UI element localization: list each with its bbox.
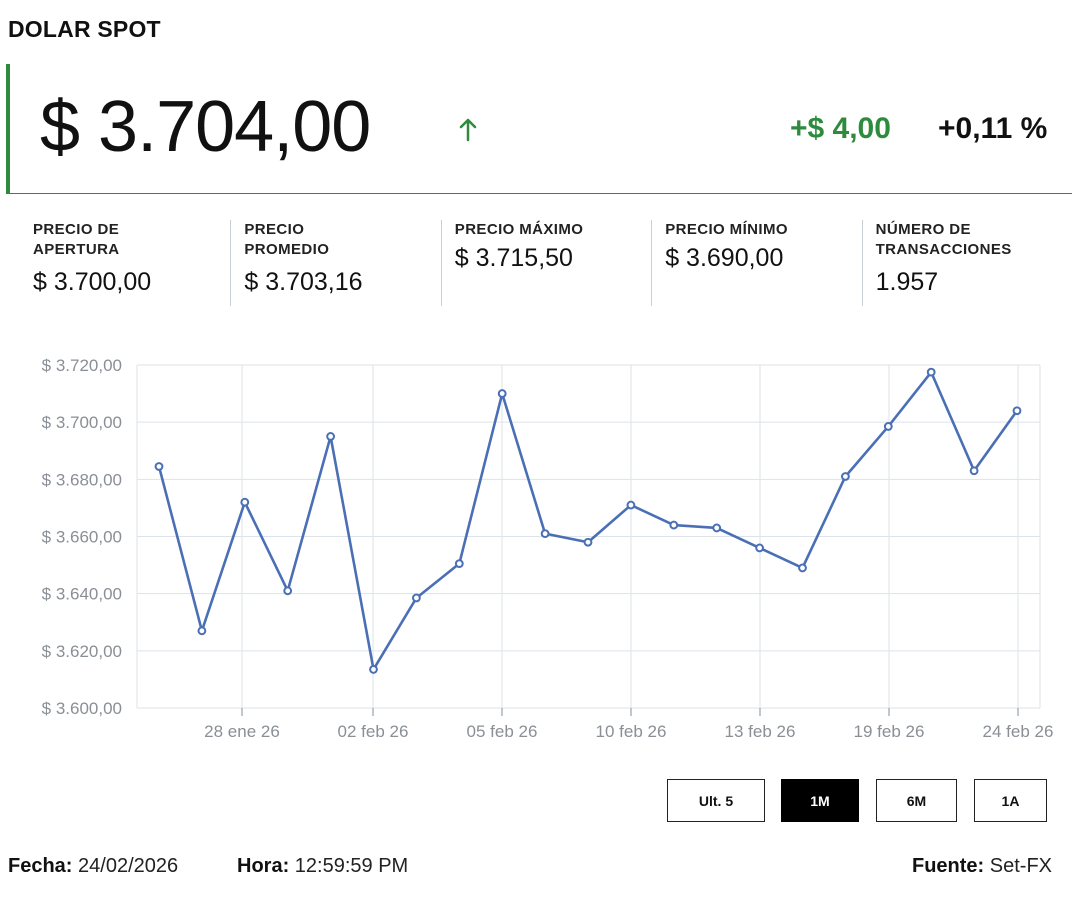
stat-label: PRECIO DE APERTURA	[33, 220, 230, 260]
y-tick-label: $ 3.700,00	[42, 413, 122, 432]
stat-label-line: PRECIO MÁXIMO	[454, 221, 584, 238]
stat-value: $ 3.703,16	[244, 268, 363, 296]
data-point	[841, 472, 850, 481]
data-point	[969, 466, 979, 476]
data-point	[540, 529, 550, 539]
data-point	[669, 520, 679, 530]
y-tick-label: $ 3.660,00	[42, 528, 122, 547]
stat-min-price: PRECIO MÍNIMO $ 3.690,00	[651, 220, 861, 306]
stat-label: PRECIO MÁXIMO	[455, 220, 651, 240]
data-point	[283, 586, 293, 596]
price-change-absolute: +$ 4,00	[790, 112, 891, 145]
stat-label: PRECIO MÍNIMO	[665, 220, 861, 240]
stat-value: $ 3.715,50	[454, 244, 573, 272]
stat-label: NÚMERO DE TRANSACCIONES	[876, 220, 1072, 260]
range-button-1m[interactable]: 1M	[781, 779, 859, 822]
data-point	[412, 593, 421, 603]
stat-label-line: PRECIO DE	[33, 221, 120, 238]
data-point	[369, 665, 378, 674]
date-value: 24/02/2026	[78, 855, 179, 877]
stat-max-price: PRECIO MÁXIMO $ 3.715,50	[440, 220, 651, 306]
x-tick-label: 28 ene 26	[204, 722, 280, 741]
stat-label-line: PRECIO	[244, 221, 305, 238]
y-tick-label: $ 3.600,00	[42, 699, 122, 718]
y-tick-label: $ 3.640,00	[42, 585, 122, 604]
footer-date: Fecha: 24/02/2026	[8, 855, 178, 878]
x-tick-label: 24 feb 26	[983, 722, 1054, 741]
data-point	[240, 497, 250, 507]
x-tick-label: 05 feb 26	[467, 722, 538, 741]
data-point	[197, 626, 207, 636]
stats-row: PRECIO DE APERTURA $ 3.700,00 PRECIO PRO…	[20, 220, 1072, 306]
stat-opening-price: PRECIO DE APERTURA $ 3.700,00	[20, 220, 230, 306]
footer-source: Fuente: Set-FX	[912, 855, 1052, 878]
data-point	[583, 537, 593, 547]
time-label: Hora:	[237, 855, 290, 877]
x-tick-label: 10 feb 26	[596, 722, 667, 741]
current-price: $ 3.704,00	[40, 87, 371, 167]
page-title: DOLAR SPOT	[8, 16, 161, 42]
stat-value: $ 3.690,00	[665, 244, 784, 272]
source-label: Fuente:	[912, 855, 985, 877]
data-point	[326, 432, 336, 441]
stat-label-line: PRECIO MÍNIMO	[665, 221, 788, 238]
price-line-chart: $ 3.720,00 $ 3.700,00 $ 3.680,00 $ 3.660,00…	[42, 356, 1054, 741]
data-point	[626, 500, 636, 510]
price-panel: $ 3.704,00 +$ 4,00 +0,11 %	[6, 64, 1072, 194]
data-point	[755, 543, 764, 553]
stat-label-line: PROMEDIO	[244, 241, 330, 258]
stat-label-line: APERTURA	[33, 241, 120, 258]
data-point	[497, 389, 507, 398]
stat-value: 1.957	[875, 268, 939, 296]
data-point	[154, 462, 164, 471]
series-line	[157, 370, 1019, 671]
range-button-6m[interactable]: 6M	[876, 779, 957, 822]
footer-time: Hora: 12:59:59 PM	[237, 855, 408, 878]
x-tick-label: 02 feb 26	[338, 722, 409, 741]
stat-label-line: TRANSACCIONES	[875, 241, 1012, 258]
data-point	[454, 559, 464, 569]
x-tick-label: 13 feb 26	[725, 722, 796, 741]
date-label: Fecha:	[8, 855, 73, 877]
data-point	[798, 563, 807, 573]
x-tick-label: 19 feb 26	[854, 722, 925, 741]
stat-average-price: PRECIO PROMEDIO $ 3.703,16	[230, 220, 440, 306]
stat-label-line: NÚMERO DE	[875, 221, 971, 238]
price-change-percent: +0,11 %	[938, 112, 1048, 145]
time-value: 12:59:59 PM	[294, 855, 409, 877]
stat-label: PRECIO PROMEDIO	[244, 220, 440, 260]
arrow-up-icon	[459, 118, 477, 142]
data-point	[712, 523, 722, 533]
y-tick-label: $ 3.620,00	[42, 642, 122, 661]
y-tick-label: $ 3.680,00	[42, 470, 122, 489]
data-point	[883, 422, 893, 431]
y-tick-label: $ 3.720,00	[42, 356, 122, 375]
range-button-last-5[interactable]: Ult. 5	[667, 779, 765, 822]
stat-value: $ 3.700,00	[33, 268, 152, 296]
source-value: Set-FX	[989, 855, 1053, 877]
data-point	[1012, 406, 1022, 416]
data-point	[926, 367, 936, 377]
range-button-1a[interactable]: 1A	[974, 779, 1047, 822]
stat-transactions: NÚMERO DE TRANSACCIONES 1.957	[861, 220, 1072, 306]
